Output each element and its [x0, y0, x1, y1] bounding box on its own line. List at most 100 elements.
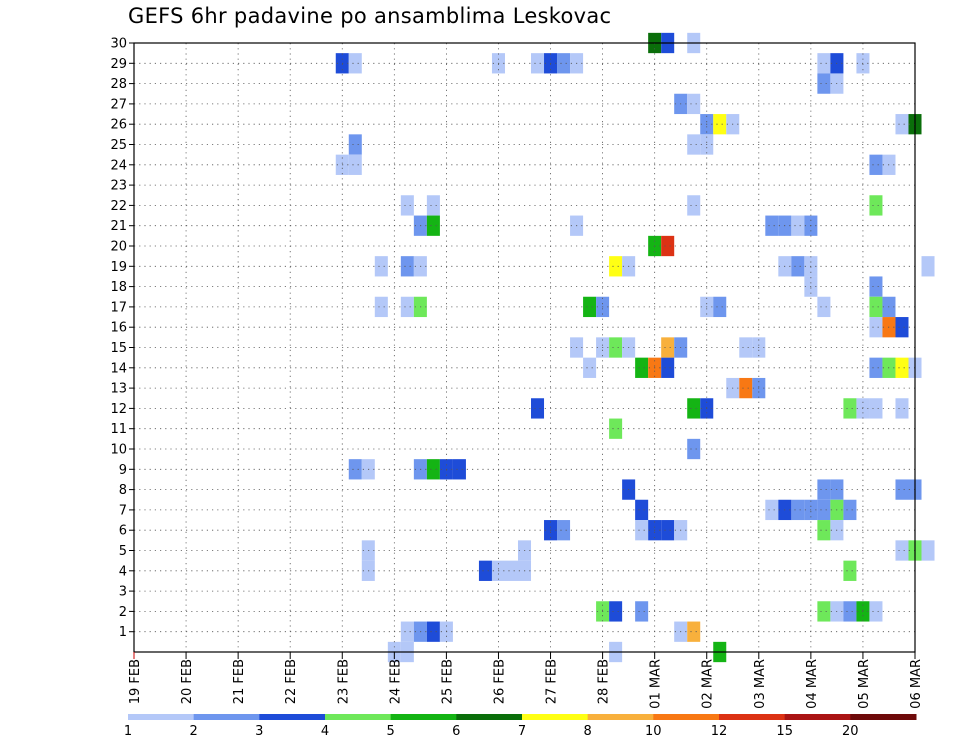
heatmap-cell	[609, 337, 623, 358]
y-tick-label: 19	[110, 260, 127, 275]
legend-swatch	[259, 714, 326, 720]
heatmap-cell	[895, 540, 909, 561]
y-tick-label: 21	[110, 219, 127, 234]
heatmap-cell	[765, 499, 779, 521]
y-tick-label: 3	[119, 585, 127, 600]
y-tick-label: 14	[110, 361, 127, 376]
heatmap-cell	[400, 256, 414, 277]
heatmap-cell	[531, 53, 545, 74]
legend-swatch	[128, 714, 195, 720]
heatmap-cell	[478, 560, 492, 581]
heatmap-cell	[791, 215, 805, 236]
x-tick-label: 20 FEB	[180, 659, 195, 704]
heatmap-cell	[895, 357, 909, 378]
y-axis: 1234567891011121314151617181920212223242…	[110, 37, 134, 640]
heatmap-cells	[335, 32, 935, 663]
legend-swatch	[193, 714, 260, 720]
heatmap-cell	[400, 296, 414, 318]
x-tick-label: 28 FEB	[597, 659, 612, 704]
y-tick-label: 24	[110, 158, 127, 173]
heatmap-cell	[557, 53, 571, 74]
heatmap-cell	[817, 520, 831, 541]
legend-swatch	[653, 714, 720, 720]
heatmap-cell	[817, 499, 831, 521]
x-tick-label: 19 FEB	[128, 659, 143, 704]
heatmap-cell	[739, 377, 753, 399]
heatmap-cell	[869, 154, 883, 175]
heatmap-cell	[765, 215, 779, 236]
heatmap-cell	[843, 499, 857, 521]
heatmap-cell	[635, 357, 649, 378]
heatmap-cell	[817, 53, 831, 74]
y-tick-label: 26	[110, 118, 127, 133]
heatmap-cell	[609, 418, 623, 439]
y-tick-label: 29	[110, 57, 127, 72]
y-tick-label: 11	[110, 422, 127, 437]
grid-lines	[134, 43, 915, 652]
y-tick-label: 15	[110, 341, 127, 356]
heatmap-cell	[817, 296, 831, 318]
legend-swatch	[850, 714, 917, 720]
heatmap-cell	[661, 357, 675, 378]
heatmap-cell	[609, 256, 623, 277]
heatmap-cell	[843, 560, 857, 581]
x-tick-label: 23 FEB	[336, 659, 351, 704]
heatmap-cell	[895, 479, 909, 500]
heatmap-cell	[895, 398, 909, 419]
heatmap-cell	[869, 357, 883, 378]
heatmap-cell	[869, 317, 883, 338]
x-tick-label: 27 FEB	[545, 659, 560, 704]
heatmap-cell	[921, 540, 935, 561]
x-tick-label: 03 MAR	[753, 659, 768, 709]
legend-label: 10	[645, 724, 662, 739]
heatmap-cell	[583, 296, 597, 318]
heatmap-cell	[869, 601, 883, 622]
heatmap-cell	[713, 114, 727, 135]
y-tick-label: 22	[110, 199, 127, 214]
heatmap-cell	[426, 459, 440, 480]
x-tick-label: 22 FEB	[284, 659, 299, 704]
color-legend: 1 2 3 4 5 6 7 8 10 12 15 20	[124, 714, 917, 739]
x-tick-label: 04 MAR	[805, 659, 820, 709]
heatmap-cell	[609, 601, 623, 622]
y-tick-label: 1	[119, 625, 127, 640]
legend-label: 20	[842, 724, 859, 739]
heatmap-cell	[895, 114, 909, 135]
x-tick-label: 21 FEB	[232, 659, 247, 704]
heatmap-cell	[817, 479, 831, 500]
heatmap-cell	[348, 154, 362, 175]
legend-label: 12	[711, 724, 728, 739]
x-tick-label: 02 MAR	[701, 659, 716, 709]
heatmap-cell	[739, 337, 753, 358]
heatmap-cell	[687, 621, 701, 642]
heatmap-cell	[374, 256, 388, 277]
legend-swatch	[390, 714, 457, 720]
y-tick-label: 17	[110, 300, 127, 315]
x-tick-label: 01 MAR	[649, 659, 664, 709]
heatmap-cell	[791, 499, 805, 521]
x-tick-label: 26 FEB	[493, 659, 508, 704]
heatmap-cell	[843, 601, 857, 622]
heatmap-cell	[452, 459, 466, 480]
x-tick-label: 24 FEB	[388, 659, 403, 704]
y-tick-label: 2	[119, 605, 127, 620]
y-tick-label: 10	[110, 443, 127, 458]
heatmap-cell	[400, 195, 414, 216]
legend-label: 2	[190, 724, 198, 739]
heatmap-cell	[348, 134, 362, 155]
y-tick-label: 25	[110, 138, 127, 153]
heatmap-cell	[869, 398, 883, 419]
y-tick-label: 7	[119, 503, 127, 518]
y-tick-label: 27	[110, 97, 127, 112]
heatmap-cell	[348, 53, 362, 74]
heatmap-cell	[504, 560, 518, 581]
heatmap-cell	[635, 520, 649, 541]
y-tick-label: 23	[110, 179, 127, 194]
y-tick-label: 9	[119, 463, 127, 478]
legend-label: 4	[321, 724, 329, 739]
heatmap-cell	[531, 398, 545, 419]
heatmap-cell	[869, 296, 883, 318]
legend-swatch	[456, 714, 523, 720]
x-tick-label: 25 FEB	[440, 659, 455, 704]
legend-label: 7	[518, 724, 526, 739]
